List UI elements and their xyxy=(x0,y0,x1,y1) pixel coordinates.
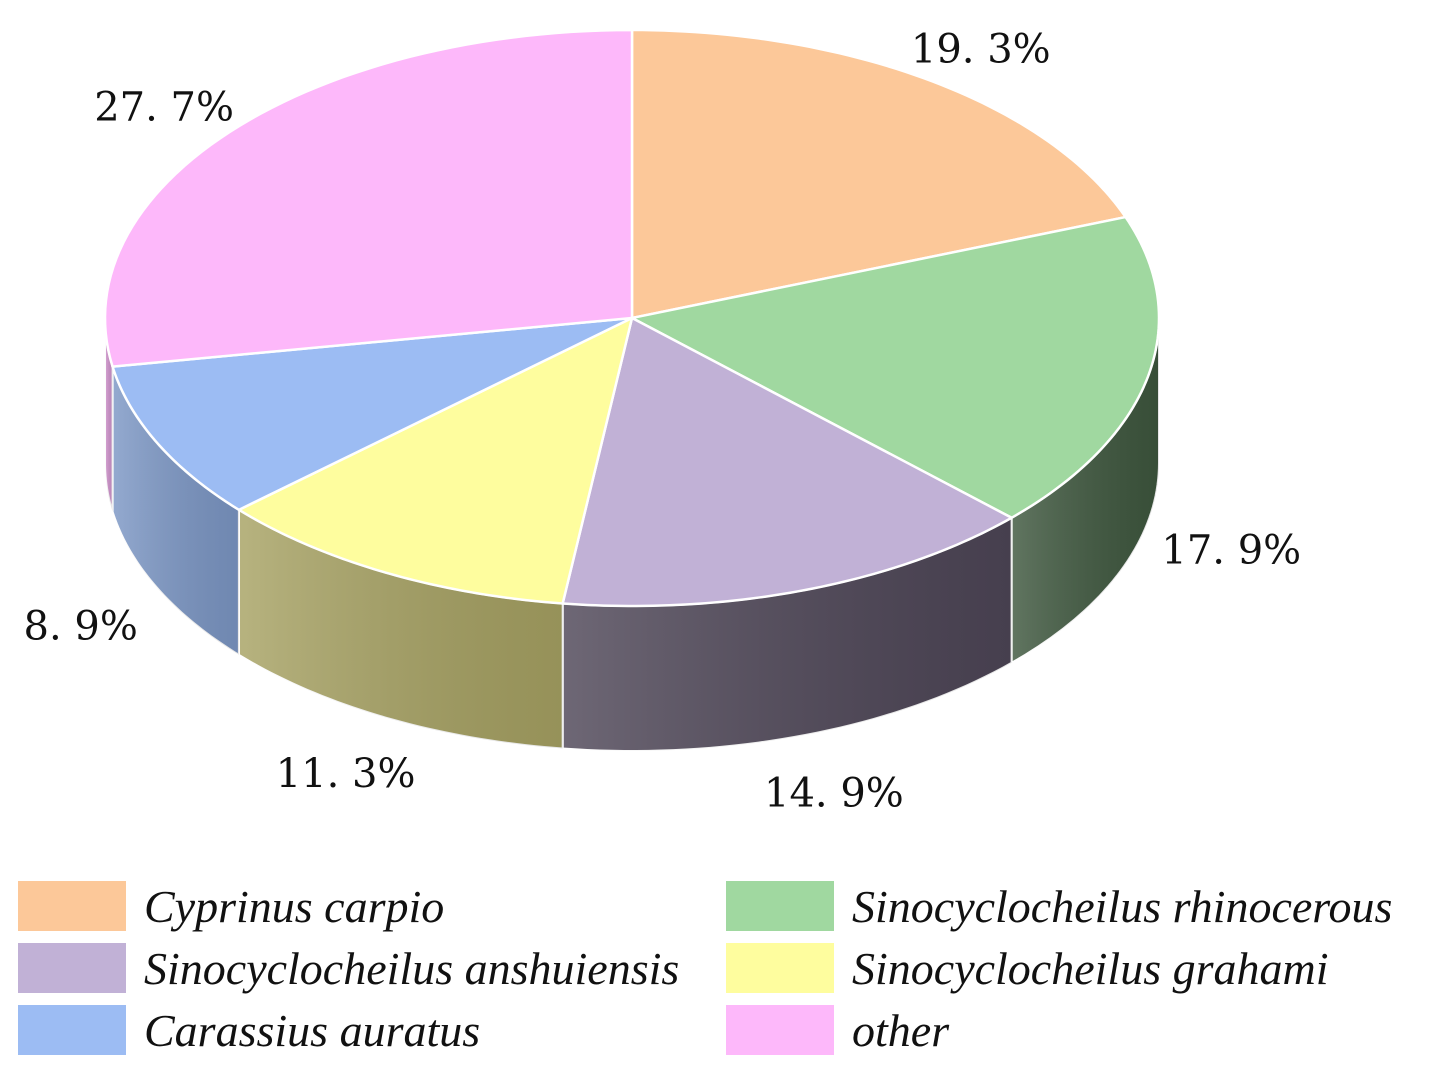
legend: Cyprinus carpio Sinocyclocheilus rhinocer… xyxy=(18,880,1448,1056)
slice-side-shade-sinocyclocheilus-anshuiensis xyxy=(562,517,1012,751)
slice-cyprinus-carpio xyxy=(630,28,1127,320)
legend-label: Sinocyclocheilus anshuiensis xyxy=(144,942,680,994)
legend-swatch xyxy=(726,943,834,993)
slice-side-shade-other xyxy=(105,318,113,512)
slice-sinocyclocheilus-anshuiensis xyxy=(561,316,1013,608)
legend-item-cyprinus-carpio: Cyprinus carpio xyxy=(18,880,726,932)
slice-sinocyclocheilus-grahami xyxy=(237,316,634,605)
pie-chart: 19. 3% 17. 9% 14. 9% 11. 3% 8. 9% 27. 7% xyxy=(24,27,1302,817)
slice-side-shade-sinocyclocheilus-rhinocerous xyxy=(1011,318,1159,663)
value-label-sinocyclocheilus-rhinocerous: 17. 9% xyxy=(1161,528,1301,574)
legend-swatch xyxy=(18,1005,126,1055)
value-label-cyprinus-carpio: 19. 3% xyxy=(911,27,1051,73)
slice-sinocyclocheilus-rhinocerous xyxy=(630,215,1161,520)
legend-label: Sinocyclocheilus rhinocerous xyxy=(852,880,1393,932)
legend-item-sinocyclocheilus-anshuiensis: Sinocyclocheilus anshuiensis xyxy=(18,942,726,994)
legend-label: other xyxy=(852,1004,950,1056)
legend-swatch xyxy=(18,881,126,931)
legend-label: Sinocyclocheilus grahami xyxy=(852,942,1329,994)
slice-side-shade-sinocyclocheilus-grahami xyxy=(238,509,563,749)
legend-item-other: other xyxy=(726,1004,1446,1056)
slice-other xyxy=(103,28,634,368)
slice-side-shade-carassius-auratus xyxy=(112,366,239,655)
slice-carassius-auratus xyxy=(111,316,634,512)
legend-label: Carassius auratus xyxy=(144,1004,481,1056)
value-label-carassius-auratus: 8. 9% xyxy=(24,603,138,649)
value-label-sinocyclocheilus-anshuiensis: 14. 9% xyxy=(764,771,904,817)
legend-item-carassius-auratus: Carassius auratus xyxy=(18,1004,726,1056)
value-label-sinocyclocheilus-grahami: 11. 3% xyxy=(276,751,416,797)
value-label-other: 27. 7% xyxy=(94,85,234,131)
legend-label: Cyprinus carpio xyxy=(144,880,445,932)
legend-item-sinocyclocheilus-grahami: Sinocyclocheilus grahami xyxy=(726,942,1446,994)
legend-swatch xyxy=(726,1005,834,1055)
legend-item-sinocyclocheilus-rhinocerous: Sinocyclocheilus rhinocerous xyxy=(726,880,1446,932)
legend-swatch xyxy=(18,943,126,993)
legend-swatch xyxy=(726,881,834,931)
